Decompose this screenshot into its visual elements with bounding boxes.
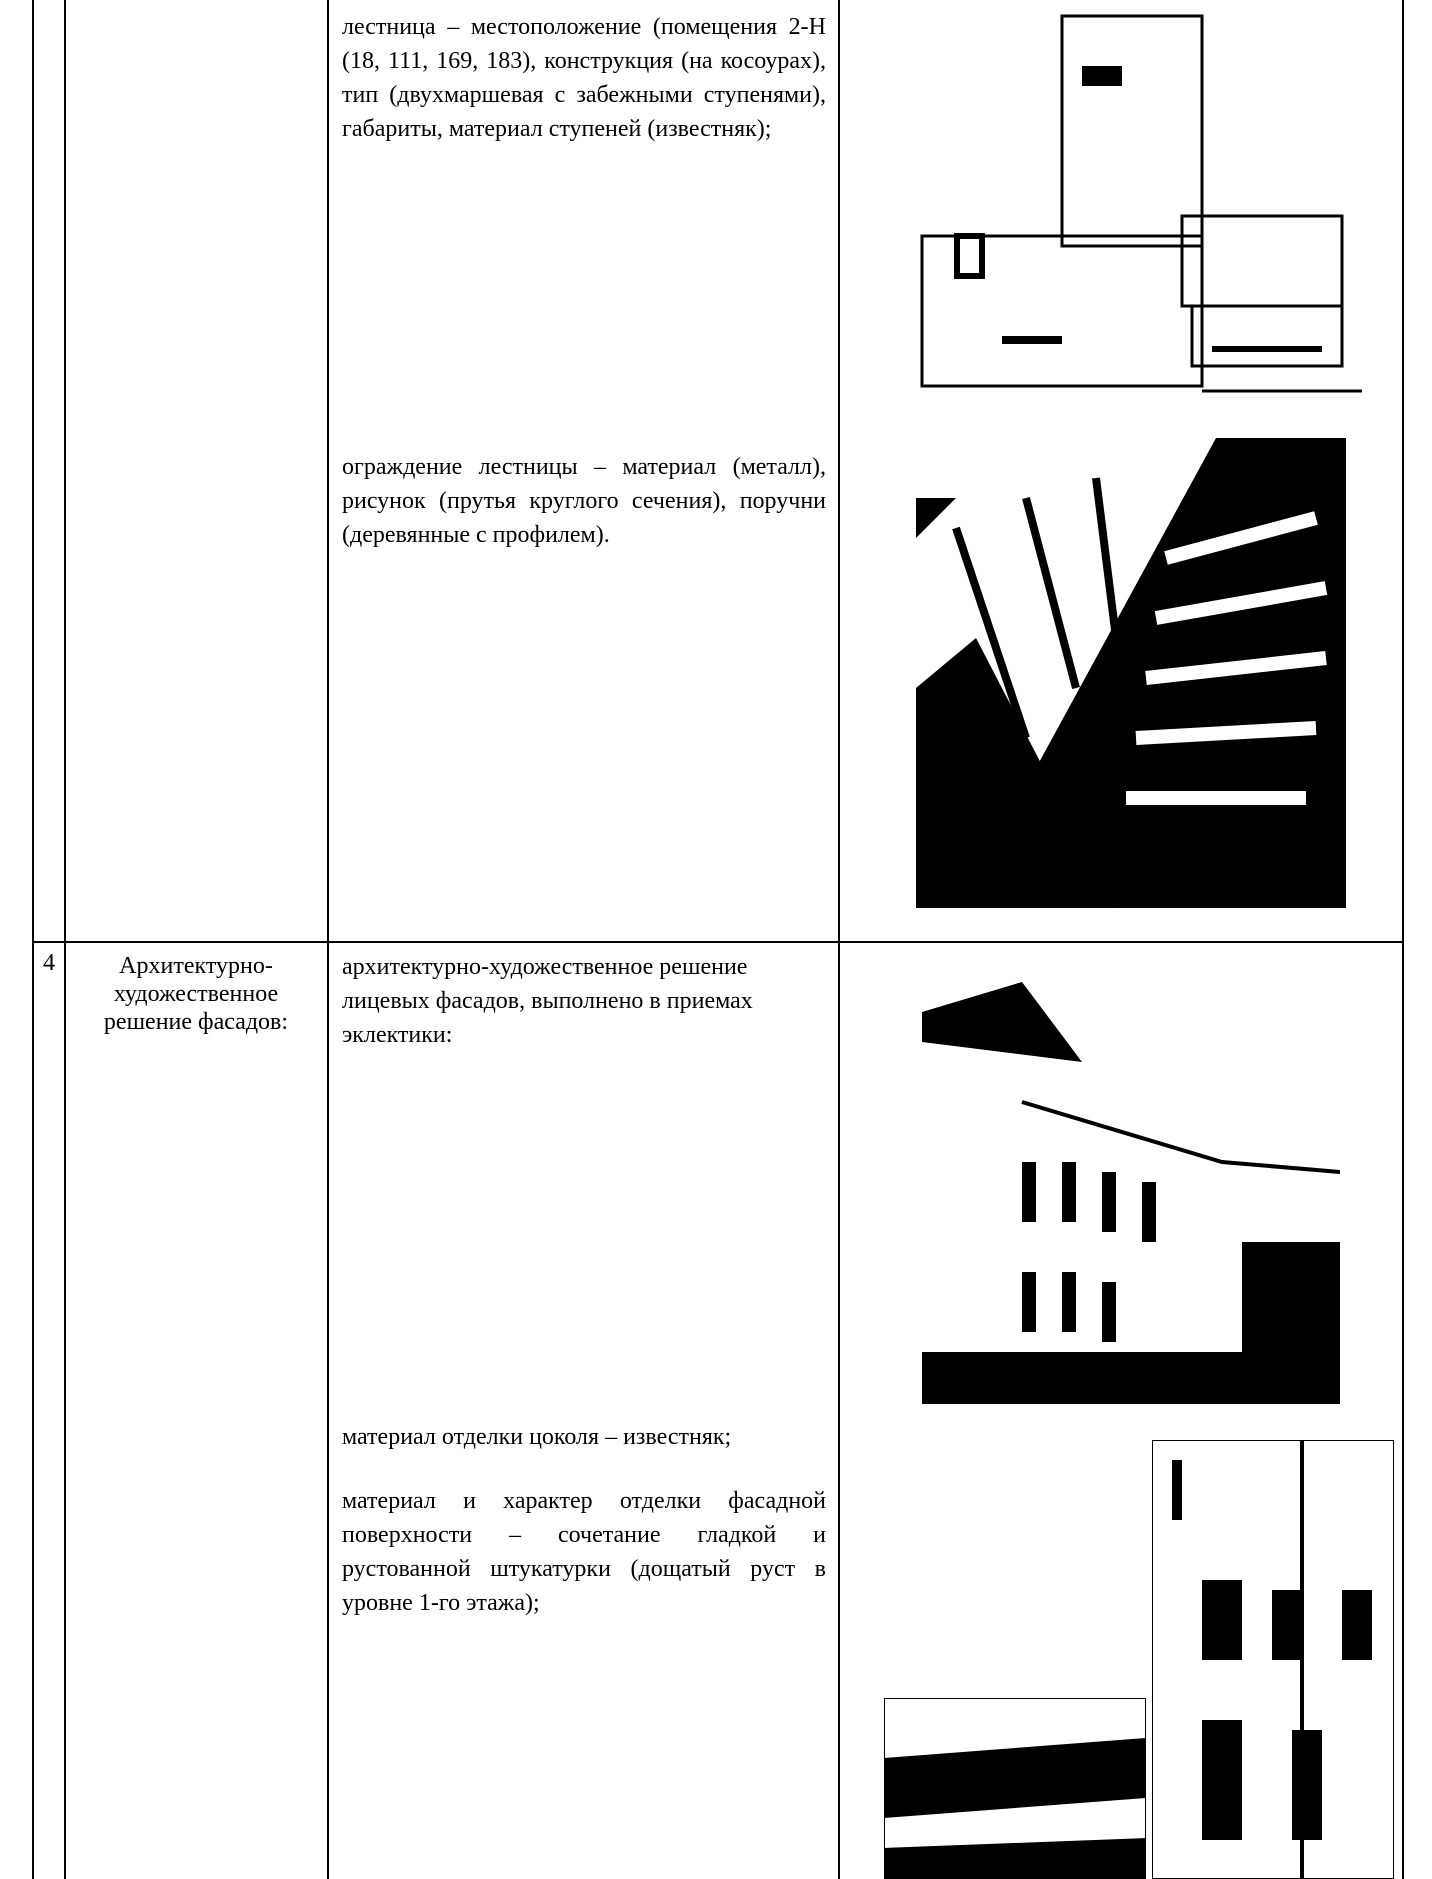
column-border — [64, 0, 66, 1879]
column-border — [1402, 0, 1404, 1879]
paragraph: материал отделки цоколя – известняк; — [342, 1424, 732, 1450]
column-border — [838, 0, 840, 1879]
plinth-photo — [884, 1698, 1146, 1879]
row-number: 4 — [43, 950, 55, 976]
paragraph: ограждение лестницы – материал (металл),… — [342, 454, 826, 548]
facade-detail-photo — [1152, 1440, 1394, 1879]
row-heading: Архитектурно-художественное решение фаса… — [103, 953, 289, 1035]
paragraph: архитектурно-художественное решение лице… — [342, 954, 753, 1048]
facade-photo — [922, 982, 1340, 1404]
staircase-photo — [916, 438, 1346, 908]
column-border — [327, 0, 329, 1879]
paragraph: лестница – местоположение (помещения 2-Н… — [342, 14, 826, 142]
column-border — [32, 0, 34, 1879]
paragraph: материал и характер отделки фасадной пов… — [342, 1488, 826, 1616]
row-border — [32, 941, 1404, 943]
floor-plan-image — [920, 14, 1362, 393]
